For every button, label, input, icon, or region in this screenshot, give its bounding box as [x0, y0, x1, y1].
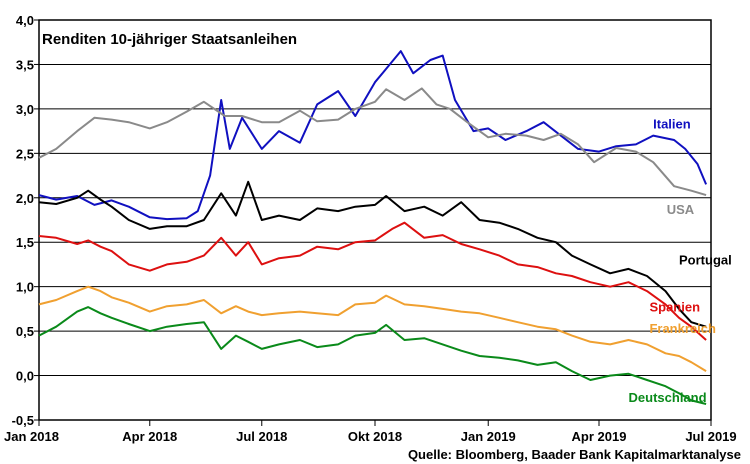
y-tick-label: 2,0 [16, 191, 34, 206]
y-tick-label: 3,5 [16, 57, 34, 72]
series-labels: Italien USA Portugal Spanien Frankreich Deuts… [629, 116, 732, 405]
series-line-portugal [38, 180, 707, 328]
y-tick-label: 1,0 [16, 280, 34, 295]
chart-title: Renditen 10-jähriger Staatsanleihen [42, 31, 297, 48]
series-label-frankreich: Frankreich [649, 321, 716, 336]
x-tick-label: Jan 2019 [461, 429, 516, 444]
series-line-usa [38, 87, 707, 197]
series-line-frankreich [38, 285, 707, 372]
series-line-deutschland [38, 306, 707, 405]
series-label-usa: USA [667, 202, 695, 217]
x-tick-label: Apr 2018 [122, 429, 177, 444]
series-label-deutschland: Deutschland [629, 390, 707, 405]
y-tick-label: 1,5 [16, 235, 34, 250]
x-tick-label: Jul 2018 [236, 429, 287, 444]
y-tick-label: 4,0 [16, 13, 34, 28]
x-tick-label: Okt 2018 [348, 429, 402, 444]
x-axis-ticks: Jan 2018 Apr 2018 Jul 2018 Okt 2018 Jan 2019… [4, 420, 737, 444]
y-tick-label: 0,0 [16, 369, 34, 384]
y-tick-label: -0,5 [12, 413, 34, 428]
y-tick-label: 0,5 [16, 324, 34, 339]
x-tick-label: Apr 2019 [572, 429, 627, 444]
series-label-italien: Italien [653, 116, 691, 131]
series-label-spanien: Spanien [649, 300, 700, 315]
y-axis-ticks: 4,0 3,5 3,0 2,5 2,0 1,5 1,0 0,5 0,0 -0,5 [12, 13, 39, 428]
y-tick-label: 3,0 [16, 102, 34, 117]
series-line-spanien [38, 221, 707, 341]
plot-area [38, 19, 712, 421]
series-lines [38, 50, 708, 405]
y-tick-label: 2,5 [16, 146, 34, 161]
x-tick-label: Jan 2018 [4, 429, 59, 444]
chart-source: Quelle: Bloomberg, Baader Bank Kapitalma… [408, 447, 741, 462]
series-line-italien [38, 50, 708, 221]
x-tick-label: Jul 2019 [685, 429, 736, 444]
series-label-portugal: Portugal [679, 252, 732, 267]
